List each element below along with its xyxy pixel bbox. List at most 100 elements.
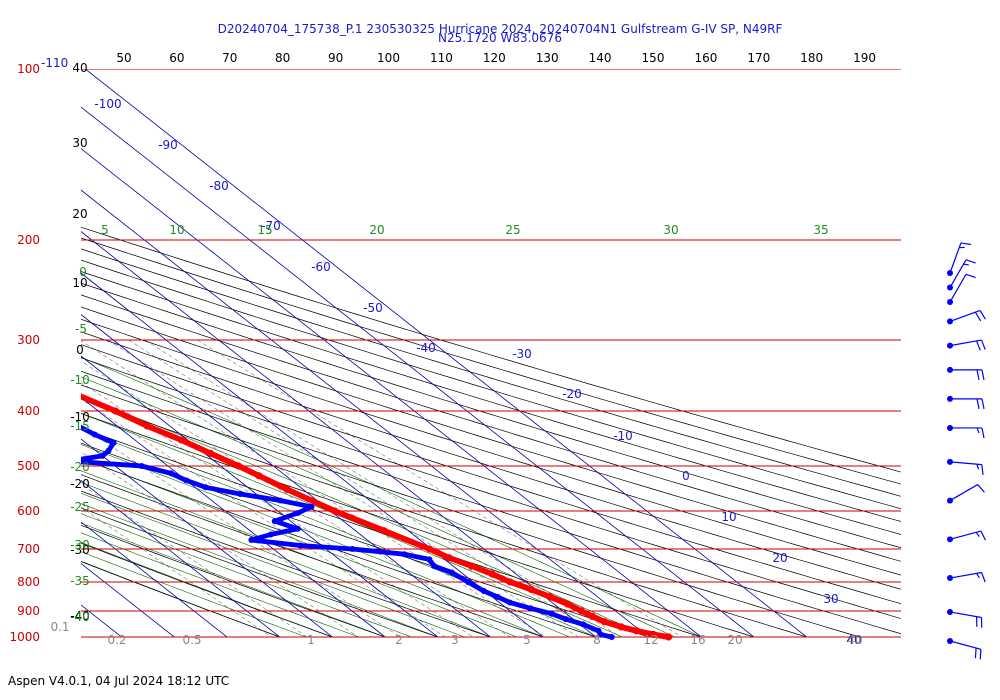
wind-barb-flag — [965, 259, 976, 264]
moist-adiabat-label: 25 — [505, 223, 520, 237]
isotherm-label: -80 — [209, 179, 229, 193]
mixing-ratio-label: 1 — [307, 633, 315, 647]
dry-adiabat-line — [81, 357, 901, 619]
temperature-point — [331, 507, 339, 515]
dewpoint-point — [349, 546, 356, 552]
dry-adiabat-line — [81, 226, 901, 473]
temperature-point — [177, 436, 185, 444]
dewpoint-point — [183, 477, 190, 484]
moist-adiabat-line — [81, 513, 412, 638]
wind-barb-flag — [979, 310, 986, 320]
isotherm-line — [81, 189, 649, 638]
dewpoint-point — [294, 525, 301, 532]
wind-barb-flag — [979, 649, 982, 660]
wind-barb-flag — [976, 464, 980, 470]
dewpoint-point — [202, 484, 209, 491]
dry-adiabat-line — [81, 524, 386, 638]
temperature-point — [506, 578, 514, 586]
temperature-point — [425, 545, 433, 553]
isotherm-line — [81, 106, 755, 638]
top-temperature-tick: 120 — [483, 51, 506, 65]
dry-adiabat-line — [81, 542, 333, 638]
moist-adiabat-label: 5 — [101, 223, 109, 237]
wind-barb-staff — [949, 571, 982, 579]
moist-adiabat-line — [81, 356, 702, 638]
dry-adiabat-line — [81, 237, 901, 485]
mixing-ratio-label: 0.2 — [107, 633, 126, 647]
pressure-tick-label: 700 — [17, 542, 40, 556]
isotherm-label: 40 — [846, 633, 861, 647]
dry-adiabat-line — [81, 398, 807, 638]
mixing-ratio-label: 2 — [395, 633, 403, 647]
top-temperature-tick: 60 — [169, 51, 184, 65]
dewpoint-point — [431, 563, 438, 569]
temperature-point — [588, 612, 597, 621]
moist-adiabat-line — [81, 457, 544, 638]
mixing-ratio-line — [107, 339, 579, 638]
dry-adiabat-line — [81, 507, 438, 638]
theta-label: -20 — [70, 477, 90, 491]
mixing-ratio-label: 40 — [847, 633, 862, 647]
temperature-point — [527, 585, 536, 594]
pressure-tick-label: 200 — [17, 233, 40, 247]
wind-barb-staff — [949, 339, 982, 347]
dewpoint-point — [167, 470, 174, 477]
dewpoint-point — [527, 605, 534, 612]
pressure-tick-label: 100 — [17, 62, 40, 76]
moist-adiabat-label: 15 — [257, 223, 272, 237]
pressure-tick-label: 1000 — [9, 630, 40, 644]
temperature-point — [649, 630, 658, 639]
dewpoint-point — [267, 531, 274, 538]
wind-barb-flag — [980, 572, 986, 583]
dry-adiabat-line — [81, 458, 597, 638]
isotherm-line — [81, 355, 439, 638]
wind-barb-flag — [976, 398, 980, 410]
moist-adiabat-line — [81, 413, 623, 638]
dry-adiabat-line — [81, 282, 901, 535]
moist-adiabat-line — [81, 482, 491, 638]
dewpoint-point — [110, 439, 117, 446]
pressure-tick-label: 900 — [17, 604, 40, 618]
mixing-ratio-label: 3 — [451, 633, 459, 647]
theta-label: -10 — [70, 410, 90, 424]
dewpoint-point — [562, 616, 569, 623]
dewpoint-point — [277, 497, 284, 504]
dry-adiabat-line — [81, 490, 491, 638]
moist-adiabat-line — [81, 503, 438, 638]
isotherm-label: 10 — [721, 510, 736, 524]
wind-barb-staff — [949, 242, 962, 274]
dry-adiabat-line — [81, 259, 901, 510]
isotherm-label: -60 — [311, 260, 331, 274]
top-temperature-tick: 100 — [377, 51, 400, 65]
temperature-point — [488, 570, 496, 578]
top-temperature-tick: 190 — [853, 51, 876, 65]
dry-adiabat-line — [81, 442, 649, 638]
dewpoint-point — [448, 569, 455, 576]
wind-barb-staff — [949, 461, 982, 466]
temperature-point — [600, 618, 609, 626]
dewpoint-point — [465, 579, 471, 585]
mixing-ratio-line — [81, 451, 359, 638]
dry-adiabat-line — [81, 427, 702, 638]
isotherm-line — [81, 521, 228, 638]
mixing-ratio-label: 5 — [523, 633, 531, 647]
isotherm-label: -70 — [261, 219, 281, 233]
dewpoint-point — [105, 447, 112, 454]
wind-barb-staff — [949, 484, 979, 502]
isotherm-label: 0 — [682, 469, 690, 483]
top-temperature-tick: 160 — [694, 51, 717, 65]
dry-adiabat-line — [81, 294, 901, 549]
dewpoint-point — [99, 452, 106, 459]
mixing-ratio-line — [197, 339, 682, 638]
moist-adiabat-label: -15 — [70, 419, 90, 433]
temperature-point — [467, 562, 476, 570]
isotherm-label: -50 — [363, 301, 383, 315]
moist-adiabat-label: -25 — [70, 500, 90, 514]
mixing-ratio-label: 8 — [593, 633, 601, 647]
dewpoint-point — [608, 634, 615, 640]
dry-adiabat-line — [81, 331, 901, 590]
temperature-point — [380, 527, 388, 535]
moist-adiabat-label: 20 — [369, 223, 384, 237]
dry-adiabat-line — [81, 344, 901, 605]
